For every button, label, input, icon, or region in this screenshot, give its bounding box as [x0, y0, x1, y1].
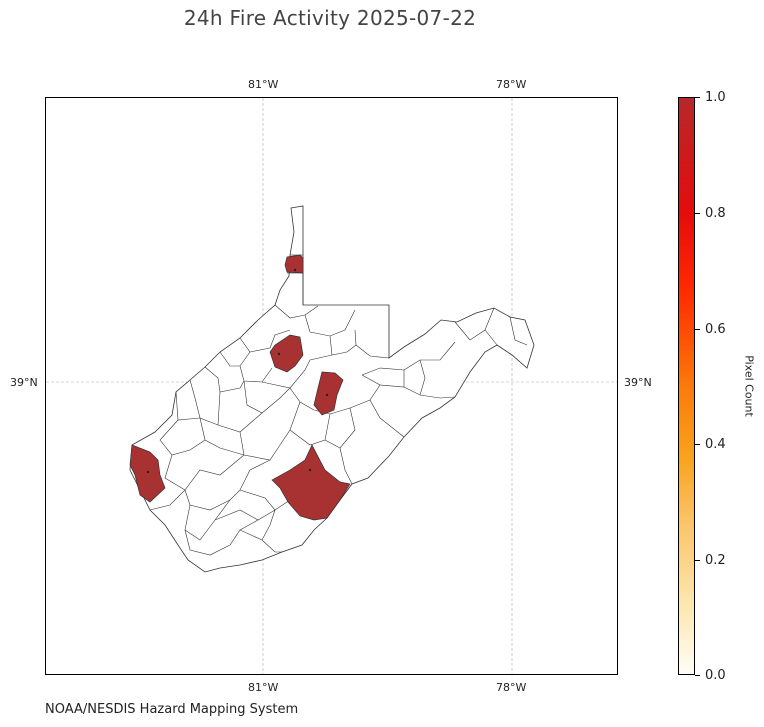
colorbar	[678, 97, 695, 675]
fire-point	[325, 393, 329, 397]
colorbar-tick-mark	[695, 329, 700, 330]
colorbar-tick-mark	[695, 675, 700, 676]
fire-points	[146, 268, 329, 474]
county-lines	[149, 254, 528, 556]
fire-county-south-central	[271, 444, 351, 521]
fire-point	[293, 268, 297, 272]
colorbar-tick-mark	[695, 97, 700, 98]
left-tick-39n: 39°N	[10, 376, 38, 389]
colorbar-tick-mark	[695, 560, 700, 561]
fire-point	[146, 470, 150, 474]
bottom-tick-81w: 81°W	[248, 681, 279, 694]
top-tick-78w: 78°W	[496, 78, 527, 91]
top-tick-81w: 81°W	[248, 78, 279, 91]
source-credit: NOAA/NESDIS Hazard Mapping System	[45, 702, 299, 717]
colorbar-tick-5: 1.0	[705, 90, 726, 105]
right-tick-39n: 39°N	[624, 376, 652, 389]
fire-point	[308, 468, 312, 472]
colorbar-tick-2: 0.4	[705, 437, 726, 452]
fire-county-central-north	[269, 334, 304, 373]
fire-point	[277, 352, 281, 356]
fire-county-central	[313, 371, 344, 416]
fire-county-northern-panhandle	[284, 254, 304, 274]
colorbar-tick-4: 0.8	[705, 206, 726, 221]
colorbar-label: Pixel Count	[742, 355, 756, 417]
fire-county-southwest	[129, 444, 166, 503]
colorbar-tick-3: 0.6	[705, 322, 726, 337]
colorbar-tick-mark	[695, 444, 700, 445]
fire-counties	[129, 254, 351, 521]
map-title: 24h Fire Activity 2025-07-22	[183, 6, 477, 30]
bottom-tick-78w: 78°W	[496, 681, 527, 694]
colorbar-tick-0: 0.0	[705, 668, 726, 683]
colorbar-tick-mark	[695, 213, 700, 214]
colorbar-tick-1: 0.2	[705, 553, 726, 568]
